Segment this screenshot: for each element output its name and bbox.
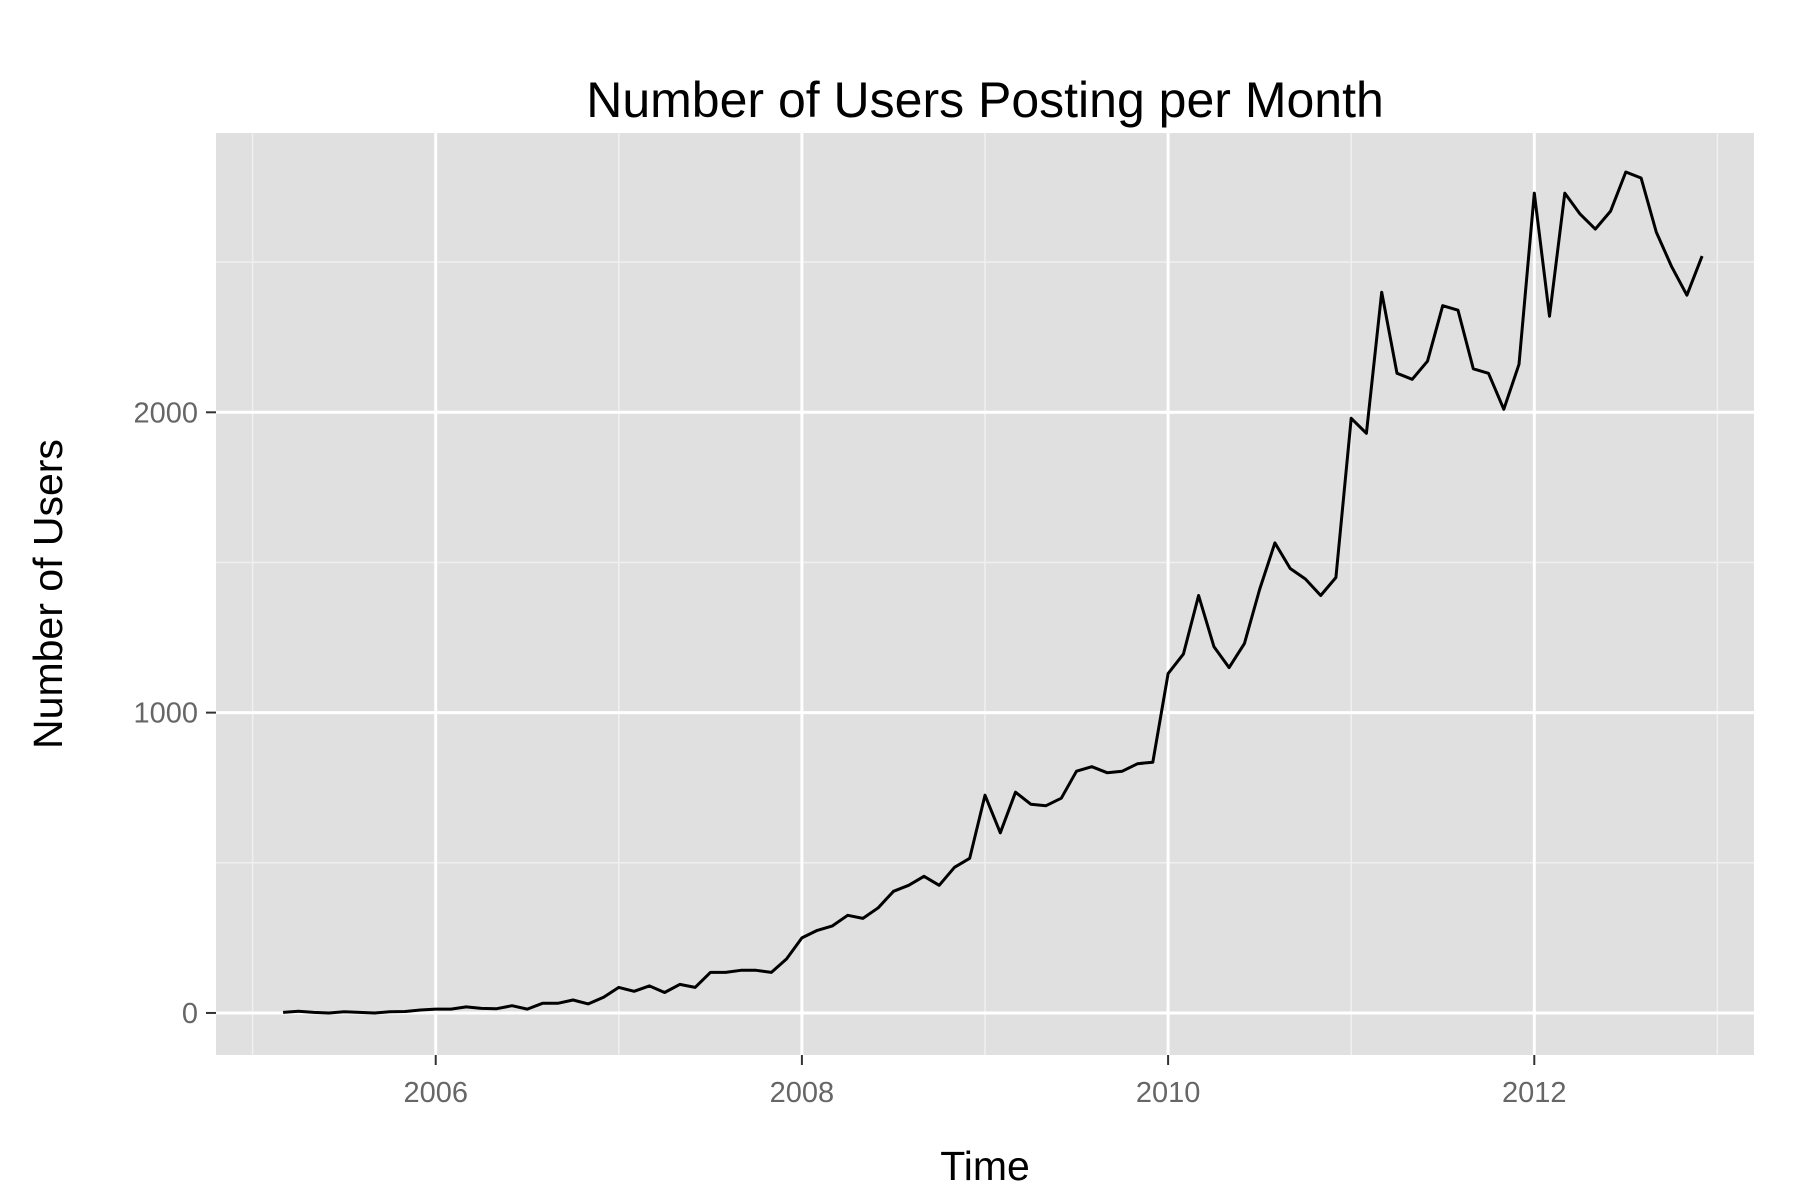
x-axis-title: Time xyxy=(940,1143,1030,1189)
x-tick-label: 2010 xyxy=(1136,1077,1201,1109)
y-tick-label: 0 xyxy=(182,998,198,1030)
minor-gridlines xyxy=(216,133,1754,1055)
y-axis-ticks: 0 1000 2000 xyxy=(133,397,216,1030)
x-tick-label: 2008 xyxy=(770,1077,835,1109)
x-tick-label: 2006 xyxy=(403,1077,468,1109)
series-line xyxy=(282,170,1704,1015)
x-axis-ticks: 2006 2008 2010 2012 xyxy=(403,1055,1567,1109)
chart-title: Number of Users Posting per Month xyxy=(586,72,1384,128)
major-gridlines xyxy=(216,133,1754,1055)
y-axis-title: Number of Users xyxy=(25,439,71,749)
y-tick-label: 1000 xyxy=(133,698,198,730)
x-tick-label: 2012 xyxy=(1502,1077,1567,1109)
y-tick-label: 2000 xyxy=(133,397,198,429)
